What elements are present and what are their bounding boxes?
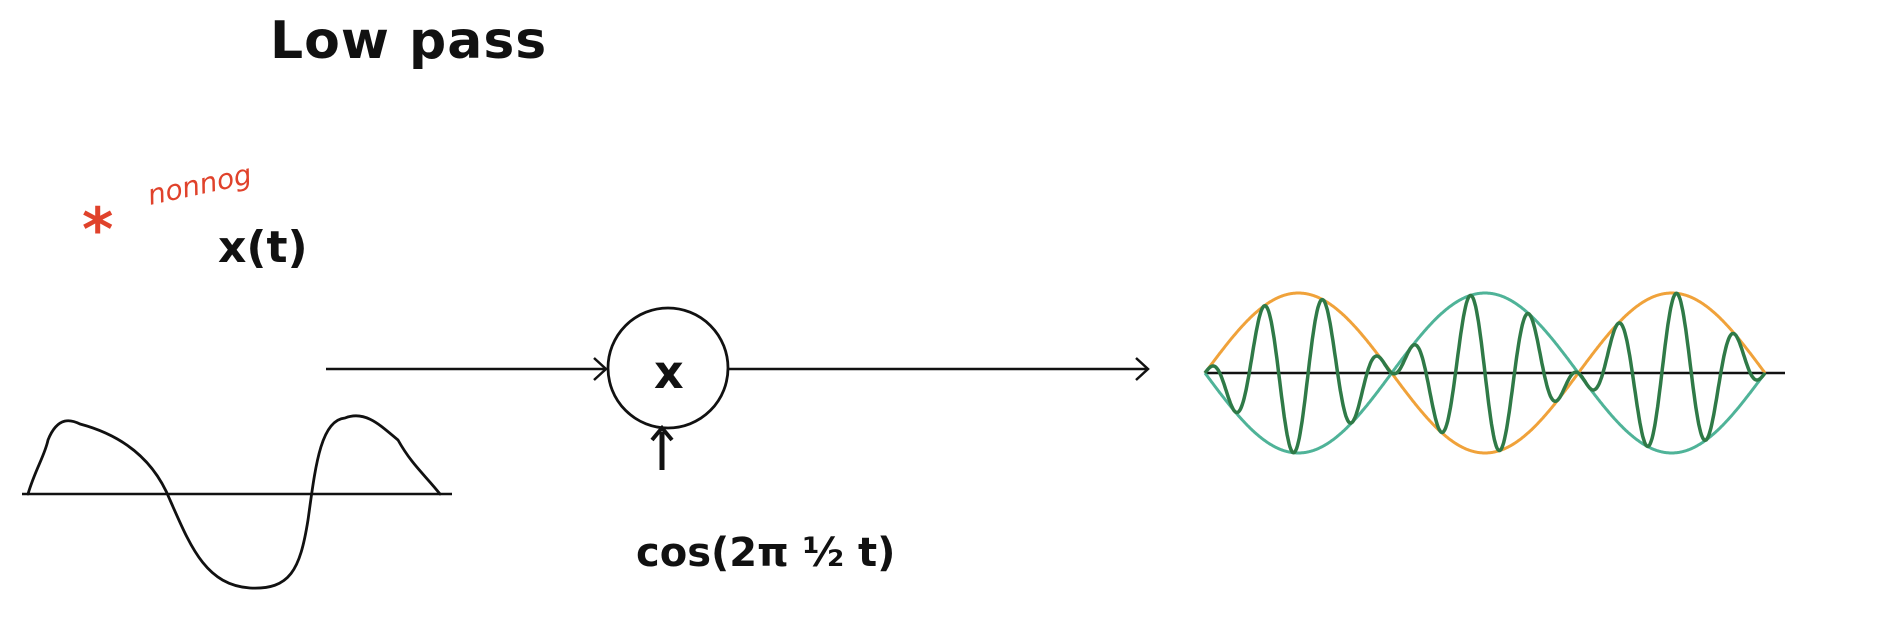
envelope-teal <box>1203 291 1767 455</box>
output-plot <box>1203 291 1785 455</box>
envelope-orange <box>1203 291 1767 455</box>
mixer-symbol: x <box>654 345 684 399</box>
title-text: Low pass <box>270 11 547 71</box>
annotation-star: * <box>82 195 113 265</box>
output-arrowhead <box>1135 357 1150 381</box>
modulated-signal <box>1203 291 1767 455</box>
annotation-scribble: nonnog <box>145 158 255 212</box>
input-arrowhead <box>593 357 608 381</box>
carrier-arrowhead <box>650 424 674 442</box>
carrier-label: cos(2π ½ t) <box>636 530 895 576</box>
input-signal-label: x(t) <box>218 222 308 273</box>
input-waveform <box>26 414 442 590</box>
